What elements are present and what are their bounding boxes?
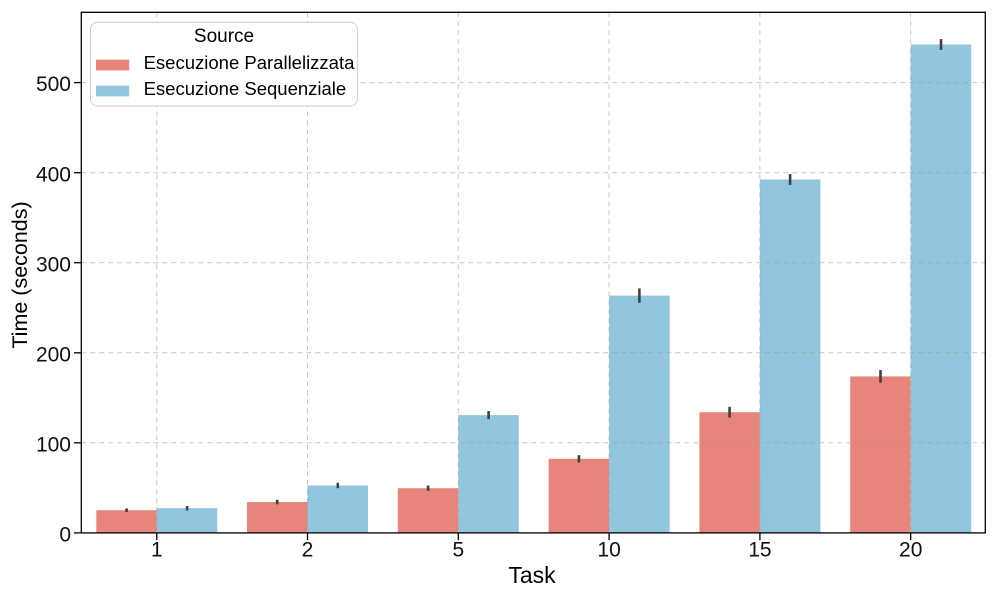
svg-text:5: 5 <box>452 539 464 562</box>
svg-text:400: 400 <box>36 163 71 186</box>
svg-text:1: 1 <box>151 539 163 562</box>
svg-text:2: 2 <box>302 539 314 562</box>
svg-text:15: 15 <box>748 539 771 562</box>
svg-text:300: 300 <box>36 253 71 276</box>
svg-text:Esecuzione Parallelizzata: Esecuzione Parallelizzata <box>144 52 356 73</box>
svg-text:20: 20 <box>899 539 922 562</box>
svg-text:200: 200 <box>36 343 71 366</box>
svg-text:500: 500 <box>36 73 71 96</box>
svg-text:100: 100 <box>36 433 71 456</box>
svg-text:Esecuzione Sequenziale: Esecuzione Sequenziale <box>144 78 347 99</box>
svg-text:Source: Source <box>194 26 254 47</box>
svg-text:Time (seconds): Time (seconds) <box>8 201 32 348</box>
svg-text:10: 10 <box>597 539 620 562</box>
svg-text:0: 0 <box>59 524 71 547</box>
svg-text:Task: Task <box>508 562 556 588</box>
